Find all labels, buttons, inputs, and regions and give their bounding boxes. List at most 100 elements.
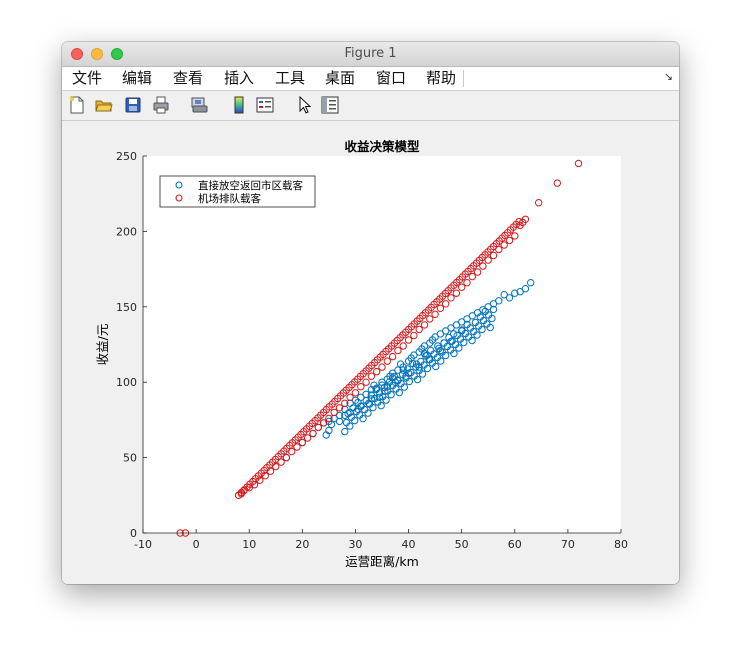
x-tick-label: 10 (242, 538, 256, 551)
y-tick-label: 200 (116, 225, 137, 238)
data-point (455, 344, 463, 352)
data-point (378, 363, 386, 371)
menu-separator (463, 70, 666, 87)
data-point (515, 217, 523, 226)
menu-help[interactable]: 帮助 (426, 69, 457, 87)
series-airport-queue (176, 159, 583, 537)
data-point (404, 336, 413, 344)
x-tick-label: -10 (134, 538, 152, 551)
data-point (341, 427, 349, 436)
data-point (420, 321, 429, 329)
data-point (442, 300, 450, 308)
data-point (423, 364, 432, 373)
data-point (479, 262, 487, 270)
data-point (452, 289, 461, 297)
data-point (341, 399, 349, 407)
menu-window[interactable]: 窗口 (376, 69, 407, 87)
data-point (400, 383, 408, 391)
data-point (450, 349, 458, 358)
data-point (505, 236, 514, 245)
print-preview-icon[interactable] (190, 96, 208, 114)
x-tick-label: 20 (295, 538, 309, 551)
data-point (346, 422, 354, 430)
data-point (436, 346, 445, 355)
data-point (553, 179, 561, 187)
data-point (458, 283, 466, 291)
data-point (410, 331, 418, 340)
data-point (375, 393, 383, 401)
data-point (437, 357, 445, 365)
data-point (319, 419, 328, 427)
menu-tools[interactable]: 工具 (275, 69, 306, 87)
print-icon[interactable] (152, 96, 170, 114)
save-icon[interactable] (124, 96, 142, 114)
data-point (527, 279, 535, 287)
menu-edit[interactable]: 编辑 (122, 69, 153, 87)
colorbar-icon[interactable] (230, 96, 248, 114)
data-point (325, 426, 333, 435)
data-point (489, 251, 498, 260)
legend-label-direct-return: 直接放空返回市区载客 (198, 179, 303, 192)
data-point (373, 367, 381, 376)
data-point (521, 215, 530, 224)
data-point (325, 414, 333, 423)
data-point (330, 408, 338, 417)
data-point (383, 357, 391, 365)
data-point (399, 342, 407, 350)
data-point (399, 363, 407, 371)
menu-insert[interactable]: 插入 (224, 69, 255, 87)
minimize-window-button[interactable] (91, 48, 103, 60)
figure-toolbar (62, 91, 679, 121)
x-tick-label: 70 (561, 538, 575, 551)
data-point (478, 325, 486, 334)
menu-desktop[interactable]: 桌面 (325, 69, 356, 87)
new-figure-icon[interactable] (68, 96, 86, 114)
data-point (357, 383, 365, 391)
data-point (382, 396, 390, 404)
data-point (362, 378, 370, 386)
x-tick-label: 0 (193, 538, 200, 551)
data-point (415, 325, 423, 334)
data-point (282, 453, 291, 462)
data-point (314, 423, 322, 432)
data-point (511, 289, 519, 297)
data-point (378, 381, 386, 389)
data-point (303, 434, 312, 442)
data-point (431, 310, 439, 319)
data-point (325, 417, 333, 426)
data-point (495, 297, 503, 305)
x-axis-label: 运营距离/km (345, 554, 419, 569)
menu-bar: 文件 编辑 查看 插入 工具 桌面 窗口 帮助 ↘ (62, 67, 679, 91)
y-axis-label: 收益/元 (95, 324, 110, 366)
data-point (413, 375, 422, 384)
x-tick-label: 30 (348, 538, 362, 551)
figure-canvas: -10 0 10 20 30 40 50 60 70 80 0 50 100 150 200 250 收益决策… (62, 121, 679, 584)
title-bar[interactable]: Figure 1 (62, 42, 679, 67)
pointer-icon[interactable] (296, 96, 314, 114)
window-title: Figure 1 (344, 46, 397, 61)
legend-icon[interactable] (256, 96, 274, 114)
data-point (450, 330, 458, 338)
data-point (447, 294, 455, 302)
close-window-button[interactable] (71, 48, 83, 60)
data-point (468, 336, 476, 345)
y-tick-label: 250 (116, 150, 137, 163)
data-point (335, 404, 344, 412)
property-inspector-icon[interactable] (321, 96, 339, 114)
data-point (293, 443, 301, 451)
data-point (484, 256, 492, 264)
data-point (426, 315, 434, 323)
axes-background (143, 156, 621, 533)
chart-legend[interactable]: 直接放空返回市区载客 机场排队载客 (159, 175, 316, 208)
data-point (473, 331, 481, 339)
x-tick-label: 50 (455, 538, 469, 551)
zoom-window-button[interactable] (111, 48, 123, 60)
menu-file[interactable]: 文件 (72, 69, 103, 87)
data-point (395, 388, 403, 397)
dock-arrow-icon[interactable]: ↘ (663, 70, 673, 83)
open-file-icon[interactable] (95, 96, 113, 114)
data-point (309, 429, 317, 438)
menu-view[interactable]: 查看 (173, 69, 204, 87)
data-point (436, 304, 445, 313)
